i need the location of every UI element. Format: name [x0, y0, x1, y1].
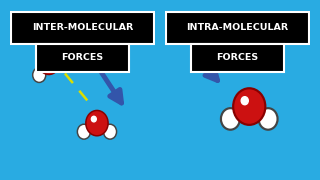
Circle shape	[241, 97, 248, 105]
Circle shape	[38, 49, 60, 75]
FancyBboxPatch shape	[36, 44, 129, 72]
Circle shape	[57, 57, 70, 72]
Circle shape	[43, 55, 48, 61]
Text: INTER-MOLECULAR: INTER-MOLECULAR	[32, 23, 133, 32]
FancyBboxPatch shape	[191, 44, 284, 72]
Text: FORCES: FORCES	[217, 53, 259, 62]
Text: INTRA-MOLECULAR: INTRA-MOLECULAR	[187, 23, 289, 32]
Circle shape	[233, 88, 265, 125]
Circle shape	[86, 111, 108, 136]
Circle shape	[92, 116, 96, 122]
FancyBboxPatch shape	[166, 12, 309, 44]
Circle shape	[259, 108, 277, 130]
Circle shape	[33, 68, 46, 82]
Circle shape	[103, 124, 116, 139]
Text: FORCES: FORCES	[61, 53, 103, 62]
Circle shape	[221, 108, 240, 130]
FancyBboxPatch shape	[11, 12, 154, 44]
Circle shape	[77, 124, 91, 139]
